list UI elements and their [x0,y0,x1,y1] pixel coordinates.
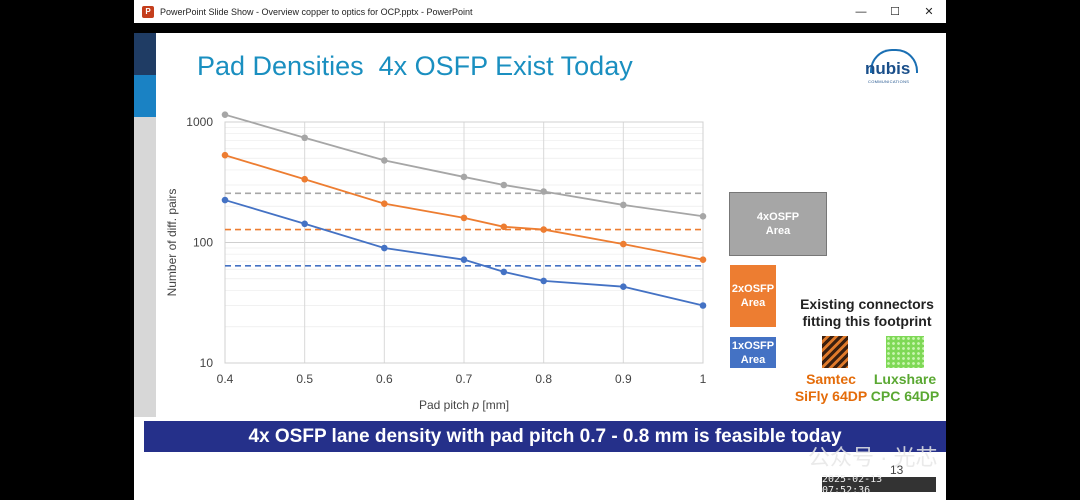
powerpoint-icon: P [142,5,154,18]
window-title: PowerPoint Slide Show - Overview copper … [160,6,473,17]
series-line-osfp2 [224,154,704,261]
x-tick-label: 0.4 [217,372,234,386]
data-point-osfp1 [620,283,627,290]
area-box-4xosfp: 4xOSFP Area [729,192,827,256]
minimize-button[interactable]: — [855,5,867,18]
powerpoint-window: P PowerPoint Slide Show - Overview coppe… [134,0,946,500]
data-point-osfp2 [381,200,388,207]
data-point-osfp2 [540,226,547,233]
x-tick-label: 0.5 [296,372,313,386]
window-controls: — ☐ ✕ [844,0,946,23]
data-point-osfp4 [540,188,547,195]
area-box-label: 4xOSFP [756,211,800,223]
area-box-1xosfp: 1xOSFP Area [730,337,776,368]
data-point-osfp4 [301,134,308,142]
data-point-osfp2 [620,240,627,248]
slide-number: 13 [890,463,904,477]
data-point-osfp1 [540,277,547,285]
x-tick-label: 1 [700,372,707,386]
slide-accent-blue [134,75,156,117]
area-box-label: Area [765,225,791,237]
y-tick-label: 10 [200,356,214,370]
data-point-osfp1 [221,196,229,204]
luxshare-label: Luxshare CPC 64DP [870,371,940,405]
area-box-2xosfp: 2xOSFP Area [730,265,776,327]
nubis-logo: nubis COMMUNICATIONS [862,49,922,89]
data-point-osfp1 [500,268,508,276]
area-box-label: 1xOSFP [731,339,775,352]
data-point-osfp4 [460,173,468,181]
x-axis-label: Pad pitch p [mm] [419,398,509,412]
area-box-label: 2xOSFP [731,283,775,295]
series-line-osfp4 [224,113,704,218]
logo-subtext: COMMUNICATIONS [868,79,910,84]
x-tick-label: 0.9 [615,372,632,386]
y-tick-label: 1000 [186,115,213,129]
area-box-label: Area [740,297,766,309]
data-point-osfp1 [699,302,707,309]
luxshare-label-line2: CPC 64DP [870,388,940,404]
slideshow-top-bar [134,23,946,33]
data-point-osfp2 [221,151,229,159]
luxshare-connector-image [886,336,924,368]
x-tick-label: 0.8 [535,372,552,386]
data-point-osfp1 [301,220,308,228]
existing-label-line2: fitting this footprint [802,313,932,329]
data-point-osfp1 [381,244,388,252]
slide-accent-dark [134,33,156,75]
watermark: 公众号 · 光芯 [808,445,938,470]
timestamp: 2025-02-13 07:52:36 [822,474,936,496]
data-point-osfp4 [620,201,627,209]
plot-area [224,121,704,364]
existing-label-line1: Existing connectors [800,296,934,312]
area-box-label: Area [740,353,766,366]
data-point-osfp2 [301,175,308,183]
data-point-osfp2 [699,256,707,263]
data-point-osfp1 [460,256,468,263]
slide-title: Pad Densities 4x OSFP Exist Today [197,51,633,81]
data-point-osfp2 [500,223,508,231]
luxshare-label-line1: Luxshare [873,371,937,387]
maximize-button[interactable]: ☐ [890,6,900,18]
data-point-osfp2 [460,214,468,222]
y-tick-label: 100 [193,236,213,250]
data-point-osfp4 [381,157,388,164]
samtec-label-line2: SiFly 64DP [794,388,868,404]
data-point-osfp4 [500,181,508,189]
data-point-osfp4 [699,212,707,220]
conclusion-banner: 4x OSFP lane density with pad pitch 0.7 … [144,421,946,452]
x-tick-label: 0.7 [456,372,473,386]
title-bar: P PowerPoint Slide Show - Overview coppe… [134,0,946,24]
samtec-label-line1: Samtec [806,371,856,387]
series-line-osfp1 [224,199,704,307]
data-point-osfp4 [221,111,229,118]
samtec-label: Samtec SiFly 64DP [788,371,874,405]
x-tick-label: 0.6 [376,372,393,386]
slide[interactable]: Pad Densities 4x OSFP Exist Today nubis … [134,33,946,490]
pad-density-chart: 10 100 1000 0.4 0.5 0.6 0.7 0.8 0.9 1 Pad pitch p … [165,111,707,412]
logo-text: nubis [865,59,911,78]
slide-accent-gray [134,117,156,417]
samtec-connector-image [822,336,848,368]
existing-connectors-label: Existing connectors fitting this footpri… [786,296,946,330]
close-button[interactable]: ✕ [924,6,934,18]
y-axis-label: Number of diff. pairs [165,189,179,297]
